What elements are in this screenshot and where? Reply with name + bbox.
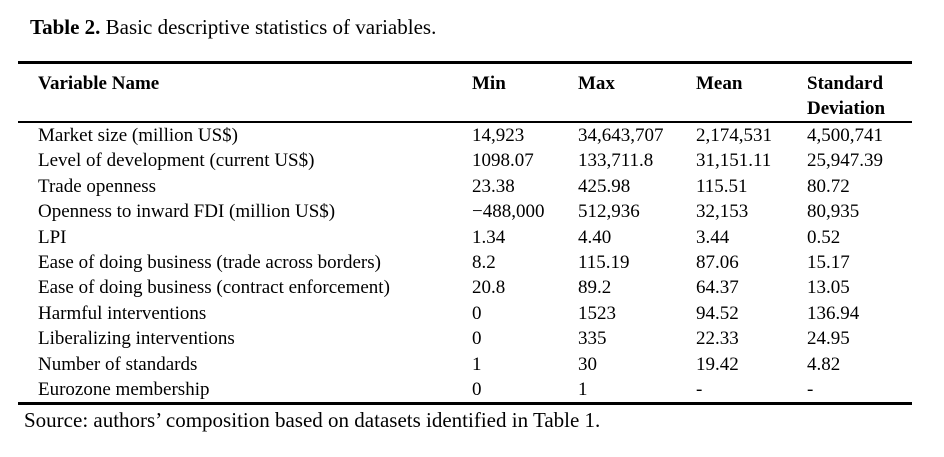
cell-mean: 94.52 — [696, 302, 739, 324]
cell-standard-deviation: 4.82 — [807, 353, 841, 375]
column-header-mean: Mean — [696, 73, 743, 94]
cell-mean: 22.33 — [696, 328, 739, 350]
cell-max: 512,936 — [578, 201, 640, 223]
header-row: Variable Name Min Max Mean Standard Devi… — [18, 63, 912, 122]
cell-min: 0 — [472, 328, 482, 350]
table-caption: Table 2. Basic descriptive statistics of… — [30, 13, 436, 41]
cell-standard-deviation: 4,500,741 — [807, 125, 883, 146]
table-caption-label: Table 2. — [30, 15, 101, 39]
cell-mean: 3.44 — [696, 226, 730, 248]
cell-max: 4.40 — [578, 226, 612, 248]
cell-standard-deviation: 13.05 — [807, 277, 850, 299]
table-row: Harmful interventions 0 1523 94.52 136.9… — [18, 301, 912, 326]
cell-standard-deviation: 80,935 — [807, 201, 860, 223]
column-header-max: Max — [578, 73, 615, 94]
cell-mean: 31,151.11 — [696, 150, 772, 172]
cell-mean: 19.42 — [696, 353, 739, 375]
cell-variable-name: Openness to inward FDI (million US$) — [38, 201, 336, 223]
table-row: Liberalizing interventions 0 335 22.33 2… — [18, 326, 912, 351]
cell-min: −488,000 — [472, 201, 545, 223]
cell-variable-name: Ease of doing business (trade across bor… — [38, 252, 381, 274]
cell-max: 115.19 — [578, 252, 630, 274]
cell-variable-name: Eurozone membership — [38, 379, 210, 401]
table-row: Openness to inward FDI (million US$) −48… — [18, 199, 912, 224]
cell-min: 20.8 — [472, 277, 506, 299]
table-row: Ease of doing business (contract enforce… — [18, 275, 912, 300]
cell-mean: 64.37 — [696, 277, 739, 299]
cell-max: 335 — [578, 328, 607, 350]
cell-variable-name: Trade openness — [38, 175, 157, 197]
cell-max: 34,643,707 — [578, 125, 664, 146]
cell-min: 0 — [472, 379, 482, 401]
column-header-variable-name: Variable Name — [38, 73, 160, 94]
cell-mean: - — [696, 379, 703, 401]
table-row: LPI 1.34 4.40 3.44 0.52 — [18, 225, 912, 250]
cell-standard-deviation: 0.52 — [807, 226, 841, 248]
cell-standard-deviation: 24.95 — [807, 328, 850, 350]
table-row: Ease of doing business (trade across bor… — [18, 250, 912, 275]
cell-variable-name: Ease of doing business (contract enforce… — [38, 277, 390, 299]
cell-mean: 2,174,531 — [696, 125, 772, 146]
column-header-min: Min — [472, 73, 506, 94]
cell-min: 8.2 — [472, 252, 496, 274]
cell-min: 1098.07 — [472, 150, 534, 172]
cell-max: 1523 — [578, 302, 616, 324]
cell-standard-deviation: - — [807, 379, 814, 401]
table-row: Market size (million US$) 14,923 34,643,… — [18, 122, 912, 148]
cell-min: 1 — [472, 353, 482, 375]
cell-min: 14,923 — [472, 125, 525, 146]
cell-variable-name: Liberalizing interventions — [38, 328, 235, 350]
cell-variable-name: LPI — [38, 226, 67, 248]
cell-mean: 115.51 — [696, 175, 748, 197]
cell-max: 30 — [578, 353, 597, 375]
table-row: Eurozone membership 0 1 - - — [18, 377, 912, 404]
cell-standard-deviation: 25,947.39 — [807, 150, 883, 172]
table-caption-text: Basic descriptive statistics of variable… — [105, 15, 437, 39]
table-row: Trade openness 23.38 425.98 115.51 80.72 — [18, 174, 912, 199]
cell-mean: 32,153 — [696, 201, 749, 223]
column-header-standard-deviation: Standard Deviation — [807, 73, 886, 119]
cell-variable-name: Level of development (current US$) — [38, 150, 315, 172]
cell-variable-name: Market size (million US$) — [38, 125, 238, 146]
cell-min: 23.38 — [472, 175, 515, 197]
cell-standard-deviation: 80.72 — [807, 175, 850, 197]
descriptive-statistics-table: Variable Name Min Max Mean Standard Devi… — [18, 61, 912, 406]
cell-max: 133,711.8 — [578, 150, 654, 172]
table-row: Level of development (current US$) 1098.… — [18, 148, 912, 173]
cell-mean: 87.06 — [696, 252, 739, 274]
cell-variable-name: Number of standards — [38, 353, 198, 375]
cell-variable-name: Harmful interventions — [38, 302, 207, 324]
cell-standard-deviation: 15.17 — [807, 252, 850, 274]
cell-min: 0 — [472, 302, 482, 324]
cell-min: 1.34 — [472, 226, 506, 248]
cell-standard-deviation: 136.94 — [807, 302, 860, 324]
cell-max: 1 — [578, 379, 588, 401]
cell-max: 89.2 — [578, 277, 612, 299]
cell-max: 425.98 — [578, 175, 631, 197]
table-row: Number of standards 1 30 19.42 4.82 — [18, 352, 912, 377]
source-note: Source: authors’ composition based on da… — [24, 408, 601, 432]
